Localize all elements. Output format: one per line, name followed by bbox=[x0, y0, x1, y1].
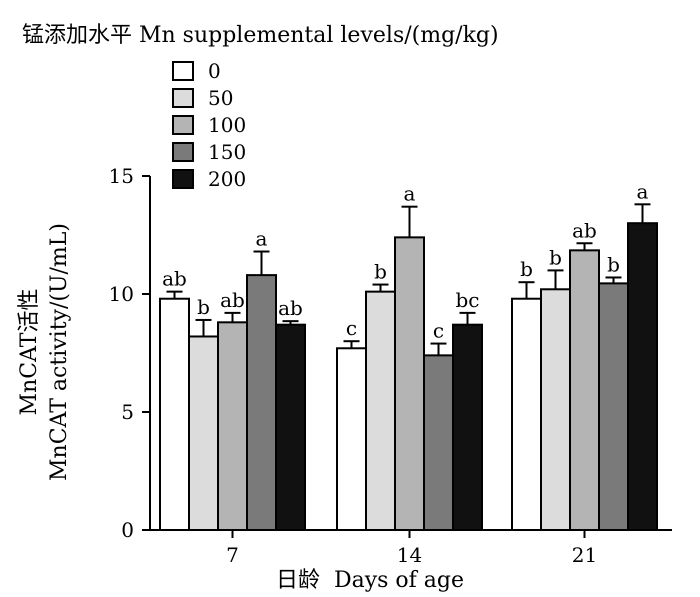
bar-0-day-14 bbox=[336, 347, 367, 531]
x-axis-label: 日龄 Days of age bbox=[276, 568, 464, 593]
significance-letter: ab bbox=[162, 267, 187, 291]
legend-label-100: 100 bbox=[208, 113, 246, 137]
x-tick-label: 7 bbox=[226, 543, 239, 567]
significance-letter: b bbox=[520, 257, 533, 281]
legend-label-150: 150 bbox=[208, 140, 246, 164]
significance-letter: c bbox=[433, 319, 444, 343]
y-axis-label-cn: MnCAT活性 bbox=[17, 289, 42, 416]
significance-letter: b bbox=[374, 260, 387, 284]
bar-50-day-7 bbox=[188, 335, 219, 532]
bar-50-day-14 bbox=[365, 290, 396, 532]
significance-letter: a bbox=[256, 227, 268, 251]
bar-0-day-7 bbox=[159, 297, 190, 531]
legend-swatch-50 bbox=[172, 88, 194, 108]
bar-100-day-7 bbox=[217, 321, 248, 531]
y-ticks: 0 5 10 15 bbox=[109, 164, 150, 542]
legend-label-0: 0 bbox=[208, 59, 221, 83]
significance-letter: ab bbox=[572, 218, 597, 242]
y-tick-label: 15 bbox=[109, 164, 134, 188]
y-tick-label: 0 bbox=[121, 518, 134, 542]
significance-letter: a bbox=[637, 179, 649, 203]
significance-letter: bc bbox=[455, 288, 479, 312]
y-axis-label-en: MnCAT activity/(U/mL) bbox=[47, 223, 72, 481]
bar-150-day-7 bbox=[246, 274, 277, 531]
significance-letter: ab bbox=[220, 288, 245, 312]
significance-letter: c bbox=[346, 316, 357, 340]
bar-150-day-14 bbox=[423, 354, 454, 531]
bar-200-day-14 bbox=[452, 323, 483, 531]
bar-200-day-21 bbox=[627, 222, 658, 531]
legend-label-50: 50 bbox=[208, 86, 233, 110]
x-tick-label: 21 bbox=[572, 543, 597, 567]
legend-swatch-0 bbox=[172, 61, 194, 81]
bar-100-day-21 bbox=[569, 249, 600, 531]
bar-100-day-14 bbox=[394, 236, 425, 532]
y-tick-label: 10 bbox=[109, 282, 134, 306]
bar-150-day-21 bbox=[598, 282, 629, 531]
legend-swatch-200 bbox=[172, 169, 194, 189]
legend-label-200: 200 bbox=[208, 167, 246, 191]
y-tick-label: 5 bbox=[121, 400, 134, 424]
significance-letter: a bbox=[404, 182, 416, 206]
bar-50-day-21 bbox=[540, 288, 571, 531]
legend-swatch-150 bbox=[172, 142, 194, 162]
significance-letter: b bbox=[607, 252, 620, 276]
x-tick-label: 14 bbox=[397, 543, 422, 567]
bar-0-day-21 bbox=[511, 297, 542, 531]
x-ticks: 7 14 21 bbox=[226, 530, 597, 567]
legend-title: 锰添加水平 Mn supplemental levels/(mg/kg) bbox=[22, 23, 499, 48]
legend: 0 50 100 150 200 bbox=[172, 59, 246, 191]
legend-swatch-100 bbox=[172, 115, 194, 135]
significance-letter: b bbox=[197, 295, 210, 319]
significance-letter: ab bbox=[278, 296, 303, 320]
significance-letter: b bbox=[549, 245, 562, 269]
bar-200-day-7 bbox=[275, 323, 306, 531]
